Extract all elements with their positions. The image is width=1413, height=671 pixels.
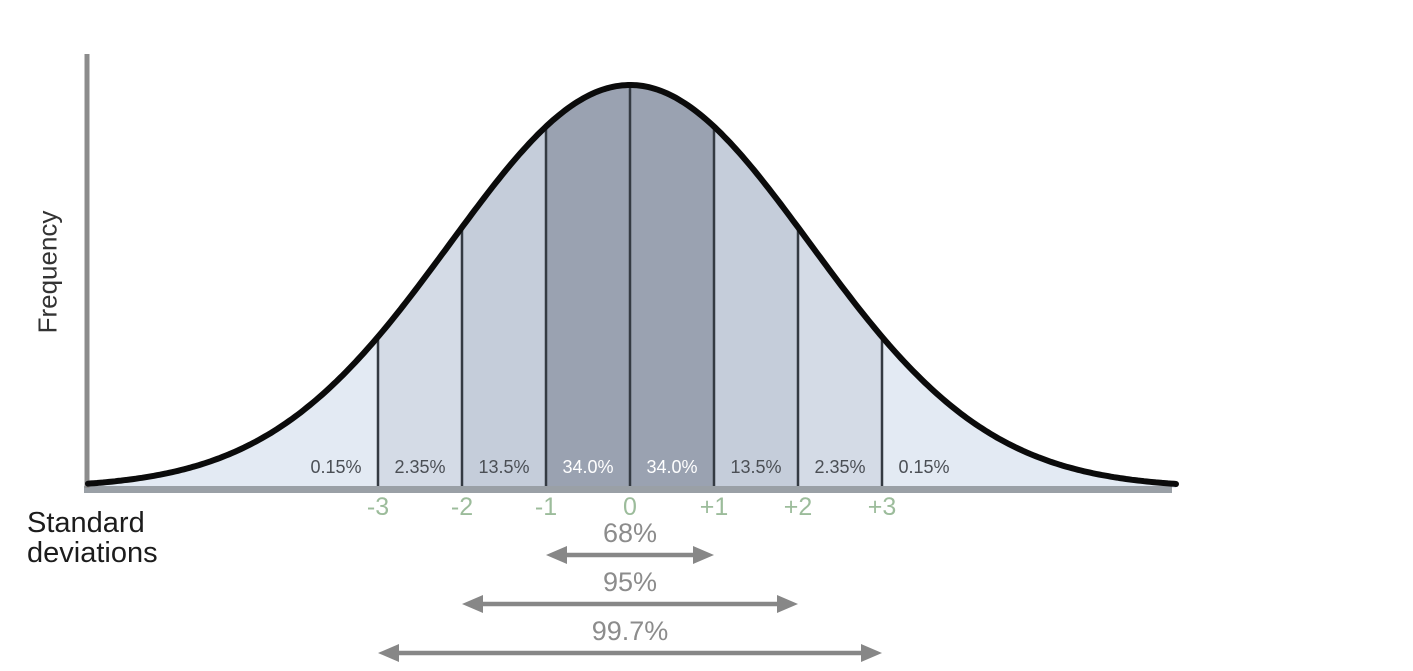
y-axis-label: Frequency [32,210,63,334]
segment-area-3 [546,85,630,488]
segment-label-3: 34.0% [562,457,613,477]
segment-label-4: 34.0% [646,457,697,477]
x-axis-label: Standard deviations [27,507,158,569]
x-tick-label-+1: +1 [700,493,729,521]
x-tick-label--3: -3 [367,493,389,521]
segment-label-2: 13.5% [478,457,529,477]
bell-curve [85,82,1179,487]
segment-area-5 [714,126,798,488]
range-arrow-left-head-99.7% [378,644,399,662]
segment-area-0 [88,336,378,488]
segment-area-6 [798,227,882,489]
segment-area-4 [630,85,714,488]
segment-area-1 [378,227,462,489]
segment-area-7 [882,336,1176,488]
segment-label-1: 2.35% [394,457,445,477]
x-tick-label-+2: +2 [784,493,813,521]
range-arrow-right-head-99.7% [861,644,882,662]
range-arrow-right-head-95% [777,595,798,613]
segment-label-5: 13.5% [730,457,781,477]
x-tick-label-+3: +3 [868,493,897,521]
range-label-68%: 68% [603,518,657,548]
x-tick-label--2: -2 [451,493,473,521]
range-arrow-right-head-68% [693,546,714,564]
x-tick-label--1: -1 [535,493,557,521]
segment-label-7: 0.15% [898,457,949,477]
range-arrow-left-head-68% [546,546,567,564]
segment-label-0: 0.15% [310,457,361,477]
x-tick-label-0: 0 [623,493,637,521]
segment-label-6: 2.35% [814,457,865,477]
range-label-95%: 95% [603,567,657,597]
segment-area-2 [462,126,546,488]
range-arrow-left-head-95% [462,595,483,613]
range-label-99.7%: 99.7% [592,616,669,646]
